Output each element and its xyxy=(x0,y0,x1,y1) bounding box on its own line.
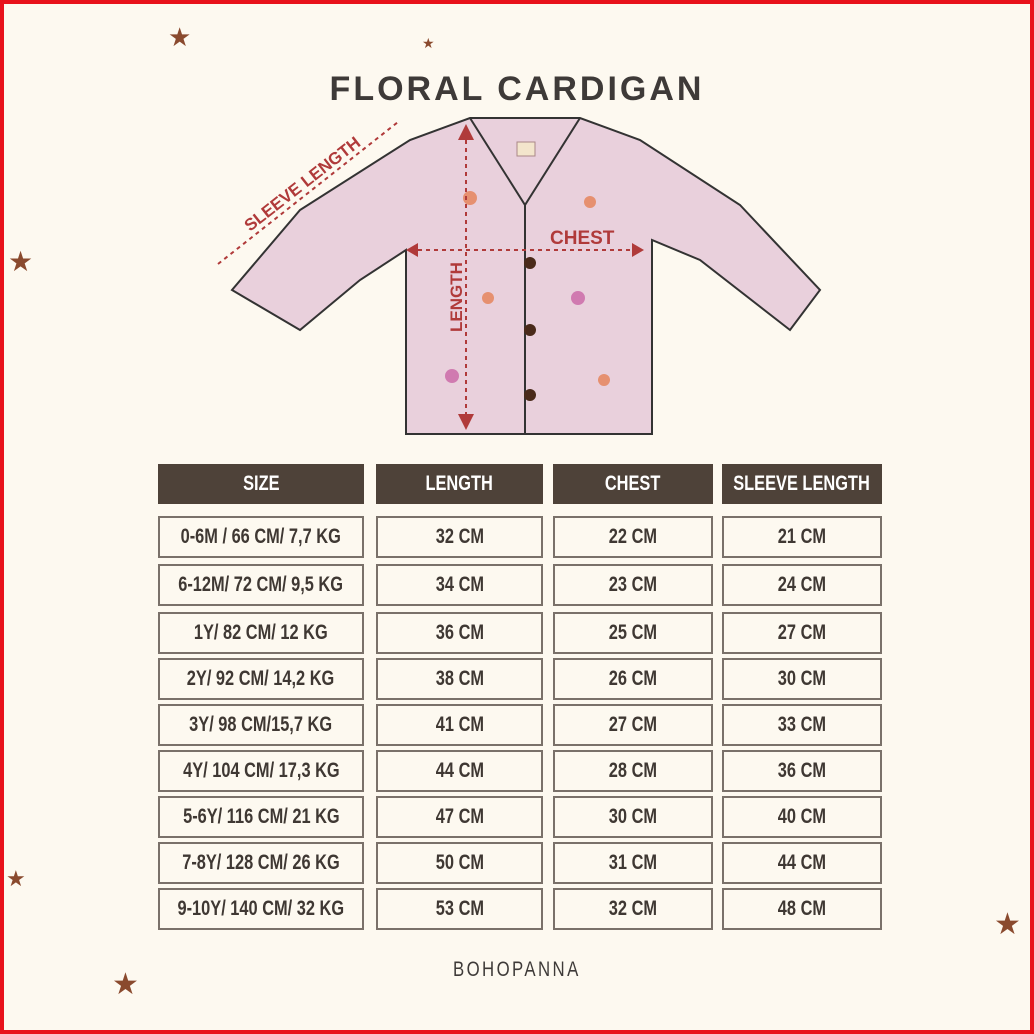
star-icon: ★ xyxy=(422,35,435,51)
cell-size: 1Y/ 82 CM/ 12 KG xyxy=(158,612,364,654)
header-sleeve-length: SLEEVE LENGTH xyxy=(722,464,882,504)
star-icon: ★ xyxy=(6,866,26,891)
cell-size: 4Y/ 104 CM/ 17,3 KG xyxy=(158,750,364,792)
cell-chest: 31 CM xyxy=(553,842,713,884)
chest-label: CHEST xyxy=(550,228,615,249)
cell-sleeve-length: 36 CM xyxy=(722,750,882,792)
cell-chest: 28 CM xyxy=(553,750,713,792)
cell-length: 50 CM xyxy=(376,842,543,884)
star-icon: ★ xyxy=(994,908,1021,941)
cell-sleeve-length: 33 CM xyxy=(722,704,882,746)
cell-size: 0-6M / 66 CM/ 7,7 KG xyxy=(158,516,364,558)
cell-length: 47 CM xyxy=(376,796,543,838)
arrow-left-icon xyxy=(406,243,418,257)
cell-size: 3Y/ 98 CM/15,7 KG xyxy=(158,704,364,746)
cell-length: 32 CM xyxy=(376,516,543,558)
arrow-right-icon xyxy=(632,243,644,257)
star-icon: ★ xyxy=(168,22,192,52)
cell-length: 36 CM xyxy=(376,612,543,654)
arrow-up-icon xyxy=(458,124,474,140)
page-title: FLORAL CARDIGAN xyxy=(329,70,705,108)
cardigan-illustration xyxy=(230,117,822,435)
sleeve-measure-line xyxy=(217,121,399,265)
star-icon: ★ xyxy=(8,246,34,277)
star-icon: ★ xyxy=(112,968,139,1001)
cell-chest: 32 CM xyxy=(553,888,713,930)
cell-sleeve-length: 21 CM xyxy=(722,516,882,558)
cell-sleeve-length: 44 CM xyxy=(722,842,882,884)
cell-length: 41 CM xyxy=(376,704,543,746)
cell-sleeve-length: 48 CM xyxy=(722,888,882,930)
cell-size: 2Y/ 92 CM/ 14,2 KG xyxy=(158,658,364,700)
cell-size: 5-6Y/ 116 CM/ 21 KG xyxy=(158,796,364,838)
brand-logo: BOHOPANNA xyxy=(453,958,581,981)
cell-length: 53 CM xyxy=(376,888,543,930)
cell-sleeve-length: 40 CM xyxy=(722,796,882,838)
length-label: LENGTH xyxy=(447,262,466,332)
cell-chest: 26 CM xyxy=(553,658,713,700)
cell-chest: 27 CM xyxy=(553,704,713,746)
cell-sleeve-length: 24 CM xyxy=(722,564,882,606)
header-chest: CHEST xyxy=(553,464,713,504)
arrow-down-icon xyxy=(458,414,474,430)
header-size: SIZE xyxy=(158,464,364,504)
cell-sleeve-length: 27 CM xyxy=(722,612,882,654)
cell-length: 44 CM xyxy=(376,750,543,792)
cell-length: 34 CM xyxy=(376,564,543,606)
cell-size: 9-10Y/ 140 CM/ 32 KG xyxy=(158,888,364,930)
cell-size: 6-12M/ 72 CM/ 9,5 KG xyxy=(158,564,364,606)
header-length: LENGTH xyxy=(376,464,543,504)
cell-chest: 30 CM xyxy=(553,796,713,838)
cell-chest: 25 CM xyxy=(553,612,713,654)
cell-chest: 23 CM xyxy=(553,564,713,606)
cell-sleeve-length: 30 CM xyxy=(722,658,882,700)
cardigan-diagram: CHEST LENGTH SLEEVE LENGTH xyxy=(217,117,822,435)
cell-size: 7-8Y/ 128 CM/ 26 KG xyxy=(158,842,364,884)
cell-chest: 22 CM xyxy=(553,516,713,558)
cell-length: 38 CM xyxy=(376,658,543,700)
